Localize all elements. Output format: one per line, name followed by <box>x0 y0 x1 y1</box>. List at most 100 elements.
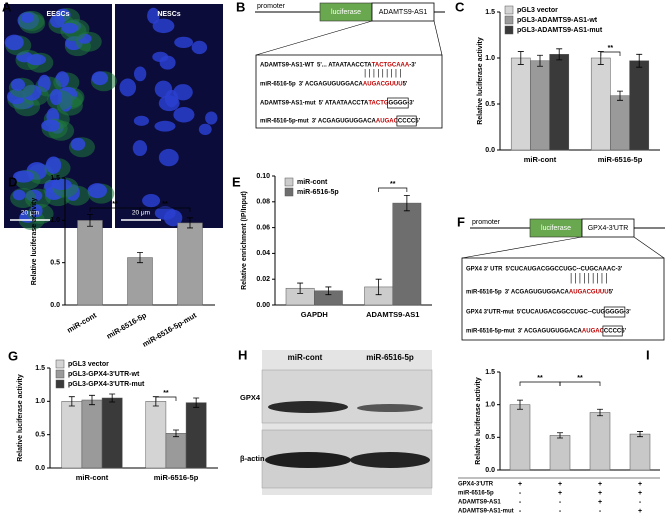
sequence-box <box>461 257 665 341</box>
bar <box>392 202 422 306</box>
panel-letter: A <box>2 0 12 14</box>
y-tick-label: 0.0 <box>35 465 45 472</box>
mutation-box <box>603 306 626 318</box>
insert-label: ADAMTS9-AS1 <box>379 9 428 16</box>
x-tick-label: miR-cont <box>65 310 98 334</box>
y-tick-label: 0.0 <box>485 467 495 474</box>
sequence-part: 5' <box>415 119 420 125</box>
band <box>357 404 423 412</box>
error-bar <box>325 286 332 296</box>
nucleus <box>26 54 47 66</box>
condition-label: ADAMTS9-AS1 <box>458 500 501 506</box>
nucleus <box>147 7 160 24</box>
y-tick-label: 0.5 <box>485 434 495 441</box>
error-bar <box>297 282 304 294</box>
x-tick-label: miR-6516-5p <box>598 155 643 164</box>
bar <box>510 57 531 151</box>
error-bar <box>636 53 643 68</box>
nucleus <box>173 84 193 101</box>
scale-bar-label: 20 μm <box>21 210 39 217</box>
bar <box>549 435 571 471</box>
significance-bracket <box>155 396 177 401</box>
legend-swatch <box>504 15 514 25</box>
condition-sign: - <box>559 508 562 515</box>
sequence-label: miR-6516-5p <box>260 82 296 88</box>
sequence-part: -3' <box>616 267 623 273</box>
zoom-line <box>633 236 665 259</box>
band <box>350 452 430 468</box>
lane-label: miR-6516-5p <box>366 353 414 362</box>
sequence-part: 5' ATAATAACCTA <box>319 101 369 107</box>
y-tick-label: 0.08 <box>256 199 270 206</box>
nucleus <box>173 107 195 123</box>
sequence-part: -3' <box>624 310 631 316</box>
x-tick-label: miR-6516-5p <box>154 473 199 482</box>
legend-label: pGL3-GPX4-3'UTR-mut <box>68 381 145 388</box>
promoter-label: promoter <box>472 219 501 226</box>
sequence-part: AUGACGUUU <box>363 82 403 88</box>
error-bar <box>187 217 193 229</box>
error-bar <box>375 278 382 296</box>
nucleus <box>51 178 72 191</box>
bar <box>81 399 103 469</box>
condition-sign: + <box>598 499 602 506</box>
y-tick-label: 0.06 <box>256 224 270 231</box>
sequence-part: AUGAC <box>376 119 399 125</box>
nucleus <box>152 51 169 63</box>
nucleus <box>119 78 137 97</box>
nucleus <box>45 156 62 174</box>
y-axis-label: Relative luciferase activity <box>475 377 482 465</box>
condition-sign: - <box>599 508 602 515</box>
bar <box>127 257 153 306</box>
sequence-part: GGGG <box>605 310 624 316</box>
nucleus <box>191 40 208 55</box>
condition-sign: - <box>639 499 642 506</box>
nucleus <box>91 71 109 86</box>
sequence-part: -3' <box>407 101 414 107</box>
x-tick-label: GAPDH <box>301 310 328 319</box>
sequence-part: CCCC <box>398 119 416 125</box>
legend-swatch <box>55 359 65 369</box>
sequence-part: GGGG <box>389 101 408 107</box>
image-label: NESCs <box>157 11 180 18</box>
error-bar <box>537 54 543 67</box>
legend-label: miR-cont <box>297 179 328 186</box>
sequence-part: 3' ACGAGUGUGGACA <box>312 119 377 125</box>
error-bar <box>109 393 116 403</box>
legend-label: pGL3-ADAMTS9-AS1-wt <box>517 17 598 24</box>
mutation-box <box>387 97 409 109</box>
sequence-part: 3' ACGAGUGUGGACA <box>505 290 570 296</box>
sequence-part: 5'CUCAUGACGGCCUGC--CUG <box>517 310 606 316</box>
nucleus <box>4 34 24 51</box>
significance-bracket <box>378 187 408 192</box>
bar <box>590 57 611 151</box>
bar <box>530 60 550 151</box>
sequence-part: TACTGCAAA <box>372 63 410 69</box>
error-bar <box>617 90 623 101</box>
error-bar <box>403 194 410 212</box>
y-axis-label: Relative luciferase activity <box>17 374 24 462</box>
condition-sign: + <box>638 481 642 488</box>
nucleus <box>50 13 65 28</box>
y-tick-label: 1.0 <box>485 402 495 409</box>
sequence-label: miR-6516-5p <box>466 290 502 296</box>
condition-sign: + <box>558 490 562 497</box>
condition-sign: + <box>598 481 602 488</box>
bar <box>610 95 630 151</box>
y-tick-label: 1.0 <box>485 55 495 62</box>
nucleus <box>30 204 43 218</box>
sequence-part: 3' ACGAGUGUGGACA <box>299 82 364 88</box>
legend-swatch <box>55 379 65 389</box>
condition-sign: - <box>559 499 562 506</box>
y-tick-label: 1.5 <box>485 9 495 16</box>
panel-letter: H <box>238 347 247 362</box>
bar <box>101 397 123 469</box>
scale-bar-label: 20 μm <box>132 210 150 217</box>
condition-sign: + <box>518 481 522 488</box>
band <box>268 401 348 413</box>
mutation-box <box>602 325 623 337</box>
condition-label: GPX4-3'UTR <box>458 482 494 488</box>
zoom-line <box>433 20 443 56</box>
nucleus <box>87 183 108 199</box>
